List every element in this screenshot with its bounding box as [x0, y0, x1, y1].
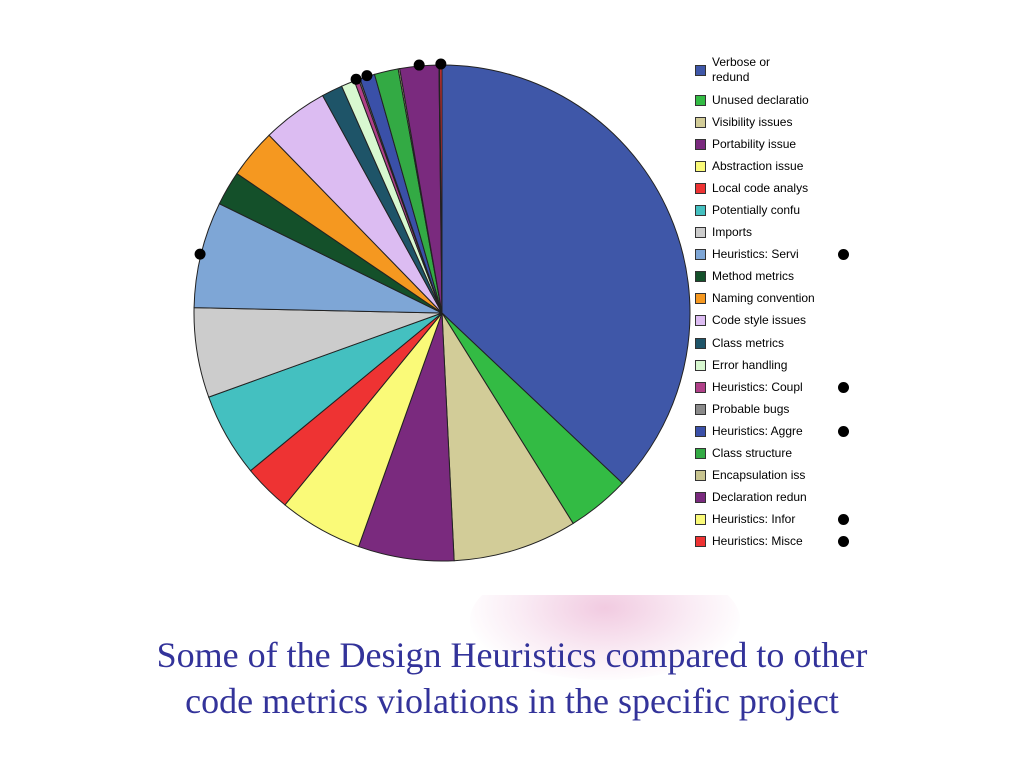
legend-item: Imports [695, 222, 870, 244]
legend-swatch [695, 315, 706, 327]
legend-item: Error handling [695, 354, 870, 376]
pie-marker-dot [413, 59, 425, 71]
legend-item: Heuristics: Aggre [695, 420, 870, 442]
legend-swatch [695, 470, 706, 482]
legend-swatch [695, 65, 706, 76]
legend-label: Unused declaratio [712, 92, 809, 107]
pie-slice-verbose-or-redund [441, 64, 691, 484]
legend-item: Potentially confu [695, 199, 870, 221]
legend-item: Portability issue [695, 133, 870, 155]
legend-label: Potentially confu [712, 203, 801, 218]
legend-swatch [695, 492, 706, 504]
legend-swatch [695, 138, 706, 150]
legend-label: Declaration redun [712, 490, 807, 505]
legend-label: Heuristics: Infor [712, 512, 796, 527]
legend-label: Imports [712, 225, 753, 240]
legend-swatch [695, 182, 706, 194]
legend-label: Portability issue [712, 136, 797, 151]
legend-label: Class structure [712, 446, 793, 461]
legend-label: Abstraction issue [712, 158, 804, 173]
legend-marker-dot [838, 514, 849, 526]
legend-marker-dot [838, 536, 849, 548]
legend-swatch [695, 94, 706, 106]
pie-slices [193, 64, 691, 562]
legend-swatch [695, 425, 706, 437]
legend: Verbose or redund Unused declaratio Visibi… [695, 55, 870, 553]
legend-swatch [695, 536, 706, 548]
caption-line-2: code metrics violations in the specific … [185, 681, 839, 721]
legend-label: Heuristics: Aggre [712, 423, 803, 438]
pie-slice-visibility-issues [441, 311, 574, 562]
pie-markers [194, 58, 447, 260]
legend-label: Method metrics [712, 269, 795, 284]
legend-label: Local code analys [712, 180, 809, 195]
pie-marker-dot [435, 58, 447, 70]
legend-item: Heuristics: Coupl [695, 376, 870, 398]
legend-item: Local code analys [695, 177, 870, 199]
legend-label: Heuristics: Coupl [712, 379, 803, 394]
legend-swatch [695, 205, 706, 217]
legend-label: Heuristics: Servi [712, 247, 799, 262]
legend-item: Heuristics: Misce [695, 531, 870, 553]
pie-marker-dot [194, 248, 206, 260]
legend-label: Naming convention [712, 291, 815, 306]
legend-label: Probable bugs [712, 401, 790, 416]
legend-item: Class structure [695, 443, 870, 465]
legend-item: Verbose or redund [695, 55, 870, 89]
legend-label: Verbose or redund [712, 55, 771, 84]
pie-marker-dot [361, 70, 373, 82]
legend-swatch [695, 359, 706, 371]
legend-label: Heuristics: Misce [712, 534, 803, 549]
legend-item: Unused declaratio [695, 89, 870, 111]
legend-item: Code style issues [695, 310, 870, 332]
legend-label: Code style issues [712, 313, 807, 328]
legend-swatch [695, 249, 706, 261]
legend-marker-dot [838, 381, 849, 393]
caption-line-1: Some of the Design Heuristics compared t… [156, 635, 868, 675]
legend-marker-dot [838, 249, 849, 261]
legend-item: Heuristics: Servi [695, 244, 870, 266]
legend-item: Abstraction issue [695, 155, 870, 177]
legend-item: Method metrics [695, 266, 870, 288]
legend-swatch [695, 293, 706, 305]
legend-label: Class metrics [712, 335, 785, 350]
legend-item: Naming convention [695, 288, 870, 310]
legend-label: Encapsulation iss [712, 468, 806, 483]
legend-swatch [695, 160, 706, 172]
pie-chart-figure: Verbose or redund Unused declaratio Visibi… [190, 15, 870, 595]
legend-item: Visibility issues [695, 111, 870, 133]
legend-label: Visibility issues [712, 114, 793, 129]
legend-swatch [695, 271, 706, 283]
slide-caption: Some of the Design Heuristics compared t… [40, 632, 984, 724]
legend-swatch [695, 337, 706, 349]
legend-item: Class metrics [695, 332, 870, 354]
pie-chart [193, 58, 691, 562]
legend-item: Encapsulation iss [695, 465, 870, 487]
legend-item: Probable bugs [695, 398, 870, 420]
legend-label: Error handling [712, 357, 788, 372]
legend-swatch [695, 116, 706, 128]
legend-swatch [695, 381, 706, 393]
legend-swatch [695, 514, 706, 526]
pie-marker-dot [350, 73, 362, 85]
legend-item: Declaration redun [695, 487, 870, 509]
legend-marker-dot [838, 425, 849, 437]
legend-item: Heuristics: Infor [695, 509, 870, 531]
legend-swatch [695, 403, 706, 415]
legend-swatch [695, 227, 706, 239]
legend-swatch [695, 448, 706, 460]
